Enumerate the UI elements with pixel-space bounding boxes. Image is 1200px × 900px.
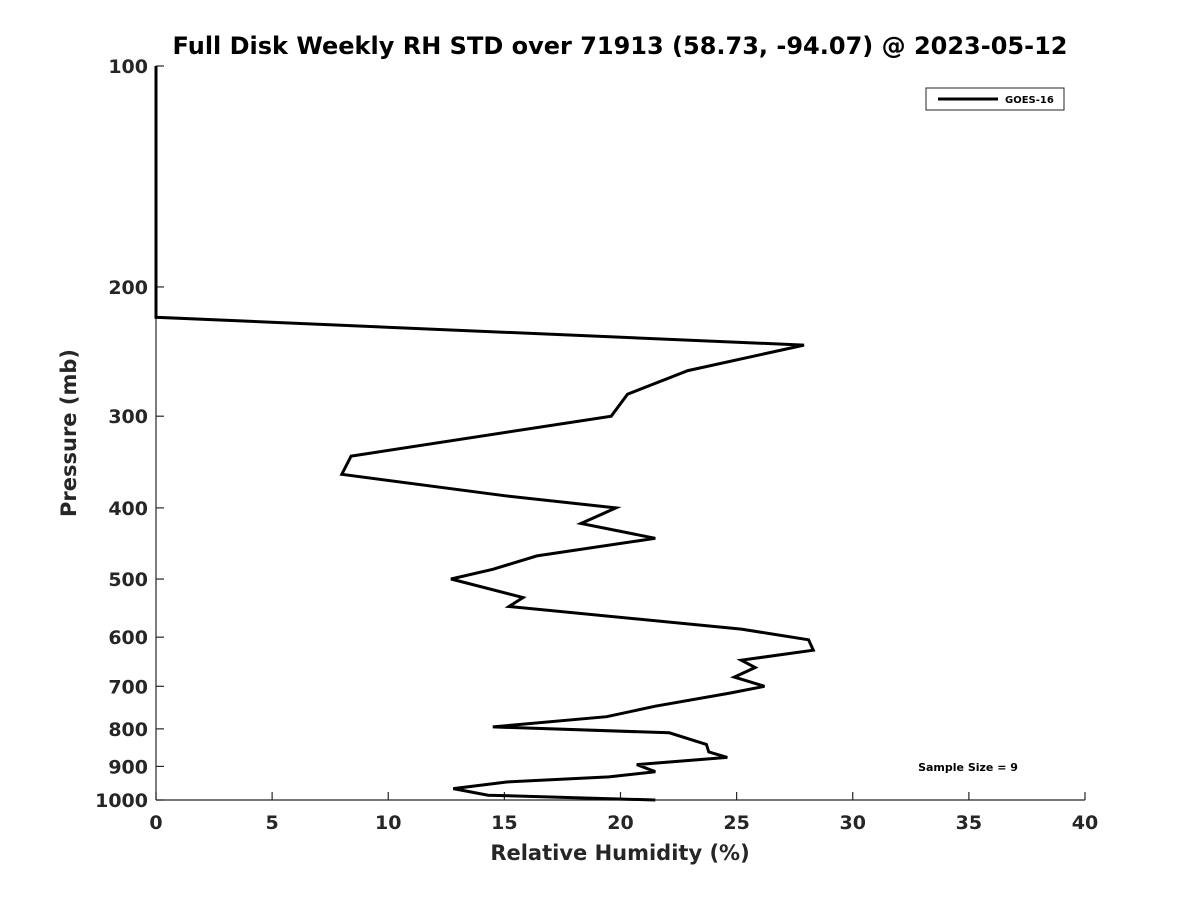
series-line-goes-16: [154, 66, 816, 802]
y-tick-label: 400: [108, 498, 148, 520]
x-ticks: 0 5 10 15 20 25 30 35 40: [149, 792, 1098, 834]
y-axis-label: Pressure (mb): [57, 349, 81, 517]
y-ticks: 100 200 300 400 500 600 700 800 900 1000: [95, 56, 164, 812]
y-tick-label: 800: [108, 719, 148, 741]
y-tick-label: 700: [108, 676, 148, 698]
x-tick-label: 30: [840, 812, 866, 834]
axes: [155, 66, 1085, 801]
y-tick-label: 100: [108, 56, 148, 78]
x-tick-label: 15: [491, 812, 517, 834]
y-tick-label: 300: [108, 406, 148, 428]
x-axis-label: Relative Humidity (%): [490, 841, 749, 865]
sample-size-annotation: Sample Size = 9: [918, 761, 1018, 774]
x-tick-label: 20: [607, 812, 633, 834]
y-tick-label: 200: [108, 277, 148, 299]
y-tick-label: 900: [108, 756, 148, 778]
x-tick-label: 0: [149, 812, 162, 834]
y-tick-label: 1000: [95, 790, 148, 812]
x-tick-label: 25: [723, 812, 749, 834]
x-tick-label: 40: [1072, 812, 1098, 834]
x-tick-label: 5: [266, 812, 279, 834]
x-tick-label: 10: [375, 812, 401, 834]
legend-label-goes-16: GOES-16: [1005, 95, 1054, 106]
y-tick-label: 500: [108, 569, 148, 591]
series-layer: [154, 66, 816, 802]
chart-title: Full Disk Weekly RH STD over 71913 (58.7…: [173, 32, 1068, 60]
x-tick-label: 35: [956, 812, 982, 834]
legend: GOES-16: [925, 87, 1065, 111]
y-tick-label: 600: [108, 627, 148, 649]
